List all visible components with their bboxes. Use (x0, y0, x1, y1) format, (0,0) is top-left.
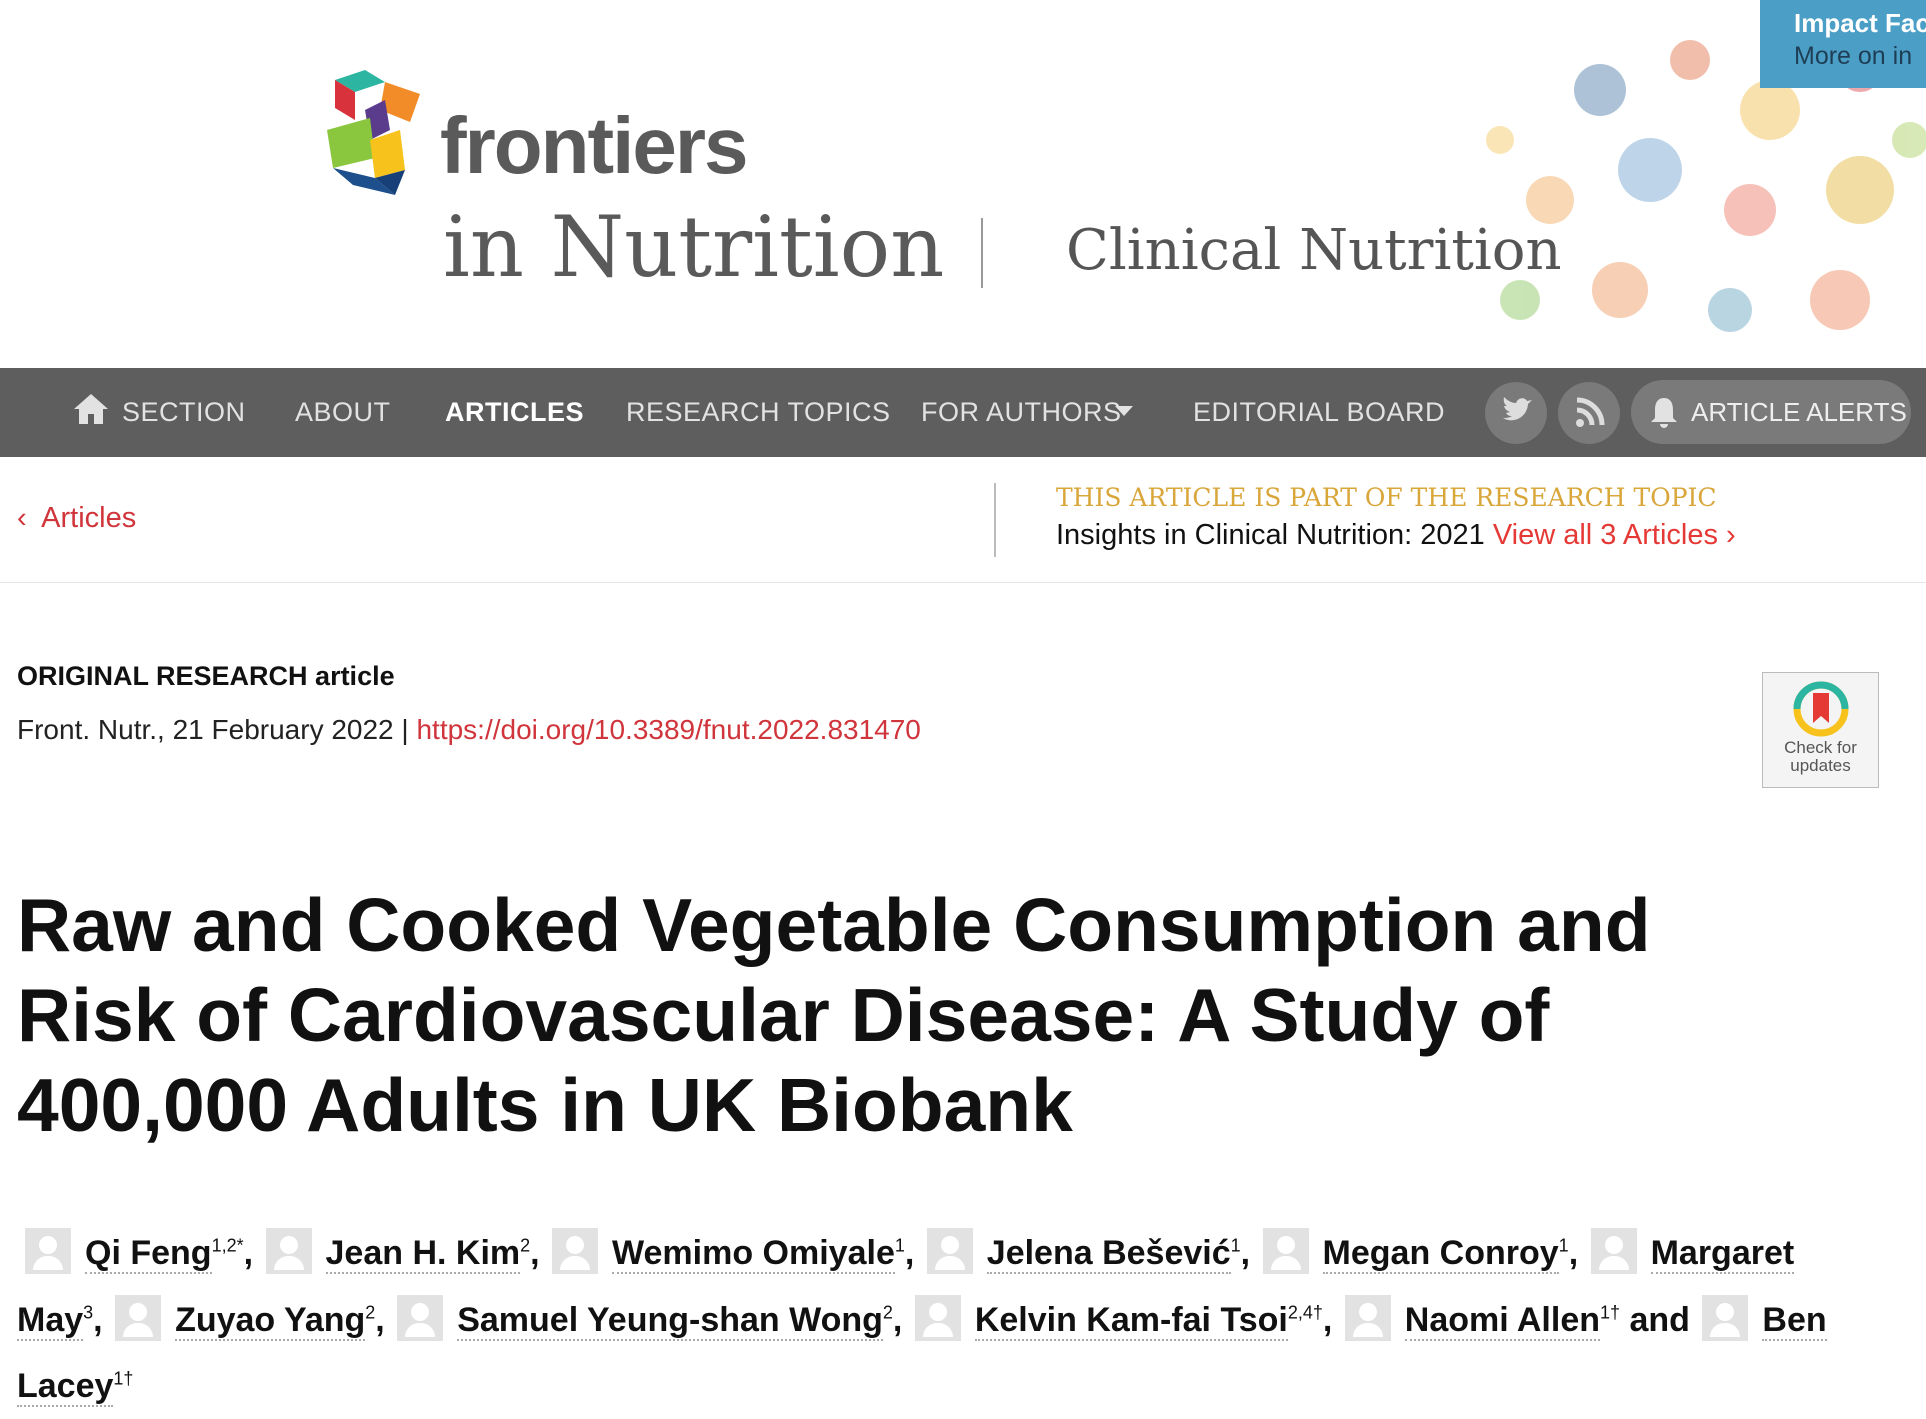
title-line: Raw and Cooked Vegetable Consumption and (17, 883, 1651, 967)
author[interactable]: Samuel Yeung-shan Wong2, (389, 1294, 903, 1341)
separator: , (530, 1234, 540, 1273)
title-line: 400,000 Adults in UK Biobank (17, 1063, 1073, 1147)
nav-item[interactable]: EDITORIAL BOARD (1193, 397, 1446, 427)
author-name: Margaret May (17, 1234, 1795, 1341)
dropdown-caret (1115, 406, 1133, 416)
social-icons[interactable] (1485, 380, 1620, 446)
affiliation: 1 (894, 1236, 905, 1256)
separator: , (93, 1300, 103, 1339)
back-link[interactable]: ‹ Articles (17, 502, 137, 534)
divider (981, 218, 983, 288)
separator: and (1629, 1300, 1690, 1339)
author[interactable]: Jelena Bešević1, (919, 1228, 1251, 1275)
separator: , (1322, 1300, 1333, 1339)
author[interactable]: Wemimo Omiyale1, (544, 1228, 915, 1275)
separator: , (375, 1300, 385, 1339)
topic-line: Insights in Clinical Nutrition: 2021 Vie… (1056, 519, 1736, 552)
avatar (552, 1228, 599, 1275)
affiliation: 1 (1230, 1236, 1241, 1256)
check-updates[interactable]: Check for updates (1762, 672, 1879, 788)
check-icon (1793, 681, 1848, 737)
avatar (1344, 1294, 1391, 1341)
affiliation: 1† (113, 1368, 134, 1389)
separator: , (904, 1234, 915, 1273)
separator: , (243, 1234, 254, 1273)
author[interactable]: Kelvin Kam-fai Tsoi2,4†, (907, 1294, 1333, 1341)
separator: , (1568, 1234, 1579, 1273)
alerts-button[interactable]: ARTICLE ALERTS (1631, 380, 1911, 444)
nav-item[interactable]: SECTION (122, 397, 246, 427)
citation: Front. Nutr., 21 February 2022 | (17, 714, 409, 745)
author-name: Naomi Allen (1404, 1300, 1600, 1341)
author-name: Wemimo Omiyale (612, 1234, 895, 1275)
author-name: Kelvin Kam-fai Tsoi (974, 1300, 1288, 1341)
title-line: Risk of Cardiovascular Disease: A Study … (17, 973, 1550, 1057)
avatar (1590, 1228, 1637, 1275)
nav-item[interactable]: ARTICLES (445, 397, 584, 427)
avatar (265, 1228, 312, 1275)
section-name: Clinical Nutrition (1066, 218, 1562, 283)
bell-icon (1651, 398, 1677, 428)
impact-title: Impact Fac (1794, 8, 1926, 38)
topic-label: THIS ARTICLE IS PART OF THE RESEARCH TOP… (1056, 483, 1717, 512)
topic-link[interactable]: View all 3 Articles › (1492, 519, 1736, 551)
affiliation: 1 (1558, 1236, 1569, 1256)
type-bold: ORIGINAL RESEARCH (17, 661, 308, 691)
divider (994, 483, 996, 557)
author[interactable]: Margaret May3, (17, 1228, 1795, 1341)
author[interactable]: Jean H. Kim2, (258, 1228, 540, 1275)
affiliation: 2 (882, 1302, 893, 1323)
avatar (1262, 1228, 1309, 1275)
affiliation: 2 (520, 1236, 531, 1256)
affiliation: 1,2* (211, 1236, 244, 1256)
affiliation: 2 (365, 1302, 376, 1323)
breadcrumb-row: ‹ Articles THIS ARTICLE IS PART OF THE R… (0, 457, 1926, 583)
separator: , (892, 1300, 903, 1339)
avatar (926, 1228, 973, 1275)
home-icon (74, 394, 108, 424)
type-rest: article (315, 661, 395, 691)
separator: , (1240, 1234, 1251, 1273)
journal: in Nutrition (443, 198, 945, 296)
author-name: Jelena Bešević (986, 1234, 1231, 1275)
affiliation: 2,4† (1287, 1302, 1323, 1323)
check-text-2: updates (1790, 756, 1851, 775)
author-name: Samuel Yeung-shan Wong (457, 1300, 883, 1341)
author-name: Megan Conroy (1322, 1234, 1559, 1275)
author[interactable]: Qi Feng1,2*, (17, 1228, 254, 1275)
article-title: Raw and Cooked Vegetable Consumption and… (17, 880, 1651, 1150)
topic-name: Insights in Clinical Nutrition: 2021 (1056, 519, 1485, 551)
author[interactable]: Megan Conroy1, (1255, 1228, 1579, 1275)
article-type: ORIGINAL RESEARCH article (17, 661, 395, 692)
avatar (1702, 1294, 1749, 1341)
topic-link-text: View all 3 Articles (1492, 519, 1718, 551)
alerts-label: ARTICLE ALERTS (1691, 397, 1907, 427)
author[interactable]: Naomi Allen1† and (1337, 1294, 1690, 1341)
author-name: Jean H. Kim (325, 1234, 521, 1275)
author-list: Qi Feng1,2*, Jean H. Kim2, Wemimo Omiyal… (17, 1220, 1877, 1419)
impact-more: More on in (1794, 42, 1913, 70)
check-text-1: Check for (1784, 738, 1857, 757)
back-text: Articles (41, 502, 137, 534)
avatar (25, 1228, 71, 1275)
author[interactable]: Zuyao Yang2, (107, 1294, 385, 1341)
nav-bar: ARTICLE ALERTS SECTION ABOUT ARTICLES RESEA… (0, 368, 1926, 457)
logo-icon (327, 70, 420, 195)
avatar (397, 1294, 444, 1341)
affiliation: 1† (1600, 1302, 1621, 1323)
citation-line: Front. Nutr., 21 February 2022 | https:/… (17, 714, 921, 746)
brand: frontiers (440, 101, 748, 190)
impact-factor-banner[interactable]: Impact Fac More on in (1760, 0, 1926, 88)
doi-link[interactable]: https://doi.org/10.3389/fnut.2022.831470 (416, 714, 921, 745)
nav-item[interactable]: RESEARCH TOPICS (626, 397, 891, 427)
nav-item[interactable]: FOR AUTHORS (921, 397, 1122, 427)
affiliation: 3 (83, 1302, 94, 1323)
avatar (115, 1294, 162, 1341)
nav-item[interactable]: ABOUT (295, 397, 391, 427)
avatar (914, 1294, 961, 1341)
author-name: Qi Feng (85, 1234, 212, 1275)
author-name: Zuyao Yang (175, 1300, 366, 1341)
